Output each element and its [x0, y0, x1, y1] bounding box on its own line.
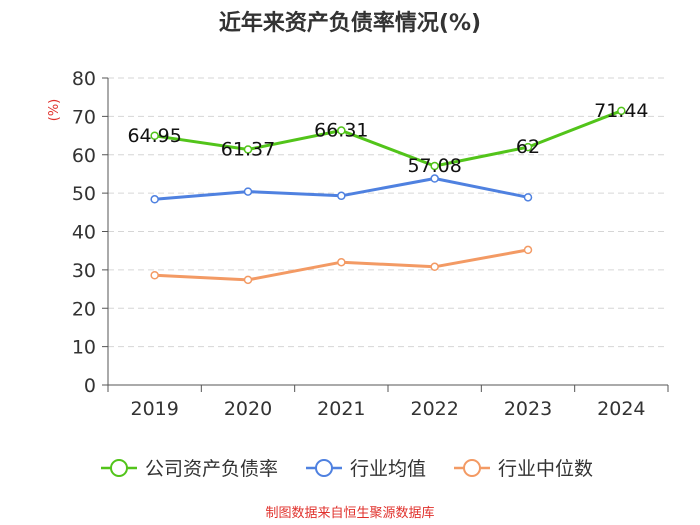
data-point[interactable]: [337, 257, 346, 267]
data-point[interactable]: [243, 275, 253, 285]
data-label: 64.95: [127, 125, 181, 147]
data-point[interactable]: [617, 106, 626, 116]
data-point[interactable]: [523, 193, 533, 202]
y-tick-label: 70: [72, 106, 96, 128]
legend-swatch-marker: [110, 459, 128, 477]
data-label: 66.31: [314, 120, 368, 142]
source-note: 制图数据来自恒生聚源数据库: [265, 505, 434, 521]
axes: 0 10 20 30 40 50 60 70 80 2019 2020 2021 2022 2023 202…: [72, 68, 669, 420]
x-tick-label: 2019: [130, 398, 178, 420]
legend-item-0[interactable]: 公司资产负债率: [101, 458, 278, 480]
data-point[interactable]: [430, 262, 439, 272]
x-tick-label: 2020: [224, 398, 272, 420]
legend-label: 行业均值: [350, 458, 426, 480]
data-label: 57.08: [407, 155, 461, 177]
y-tick-label: 40: [72, 222, 96, 244]
y-tick-label: 10: [72, 337, 96, 359]
y-tick-label: 20: [72, 298, 96, 320]
data-label: 61.37: [221, 138, 275, 160]
x-tick-label: 2024: [597, 398, 645, 420]
data-point[interactable]: [523, 245, 533, 255]
data-point[interactable]: [430, 161, 439, 171]
x-tick-label: 2022: [410, 398, 458, 420]
y-axis-label: (%): [47, 99, 62, 122]
data-label: 62: [516, 136, 540, 158]
legend-swatch-marker: [315, 459, 333, 477]
legend-label: 公司资产负债率: [145, 458, 278, 480]
data-point[interactable]: [243, 145, 253, 154]
data-label: 71.44: [594, 100, 648, 122]
series-2: [150, 245, 533, 285]
legend-item-1[interactable]: 行业均值: [306, 458, 426, 480]
grid: [108, 77, 668, 348]
data-point[interactable]: [430, 174, 439, 183]
data-point[interactable]: [150, 195, 159, 204]
chart-title: 近年来资产负债率情况(%): [219, 10, 481, 36]
series-line: [154, 109, 622, 168]
legend-item-2[interactable]: 行业中位数: [454, 458, 593, 480]
data-point[interactable]: [150, 270, 159, 280]
data-point[interactable]: [523, 142, 533, 152]
legend[interactable]: 公司资产负债率 行业均值 行业中位数: [101, 458, 593, 480]
data-point[interactable]: [243, 187, 253, 196]
y-tick-label: 80: [72, 68, 96, 90]
data-point[interactable]: [337, 126, 346, 135]
data-point[interactable]: [337, 191, 346, 201]
series-0: [150, 106, 626, 171]
y-tick-label: 0: [84, 375, 96, 397]
y-tick-label: 50: [72, 183, 96, 205]
legend-swatch-marker: [463, 459, 481, 477]
y-tick-label: 30: [72, 260, 96, 282]
legend-label: 行业中位数: [498, 458, 593, 480]
x-tick-label: 2021: [317, 398, 365, 420]
data-point[interactable]: [150, 131, 159, 141]
series-1: [150, 174, 533, 204]
series: [150, 106, 626, 285]
x-tick-label: 2023: [504, 398, 552, 420]
y-tick-label: 60: [72, 145, 96, 167]
data-labels: 64.95 61.37 66.31 57.08 62 71.44: [127, 100, 648, 177]
